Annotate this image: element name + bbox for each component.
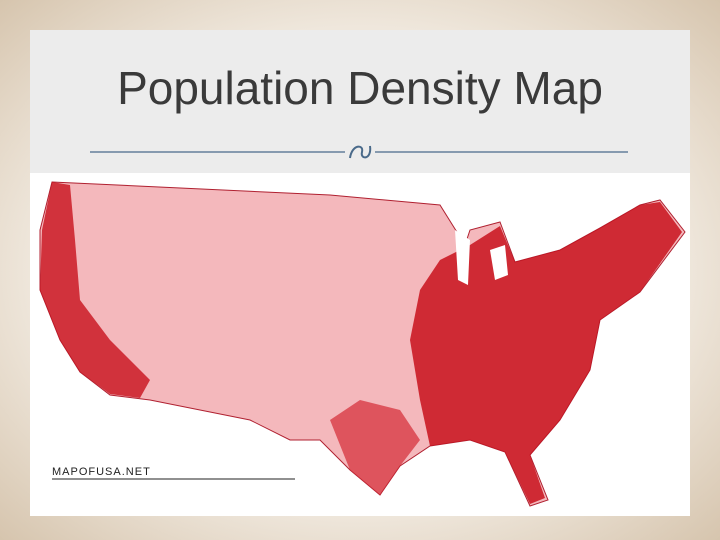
- title-divider: [90, 145, 628, 159]
- dense-west-coast: [40, 182, 150, 398]
- slide-title: Population Density Map: [117, 62, 603, 114]
- dense-east-region: [410, 202, 682, 504]
- divider-ornament: [349, 145, 372, 159]
- great-lakes: [455, 230, 508, 285]
- dense-texas: [330, 400, 420, 495]
- map-credit: MAPOFUSA.NET: [52, 466, 151, 478]
